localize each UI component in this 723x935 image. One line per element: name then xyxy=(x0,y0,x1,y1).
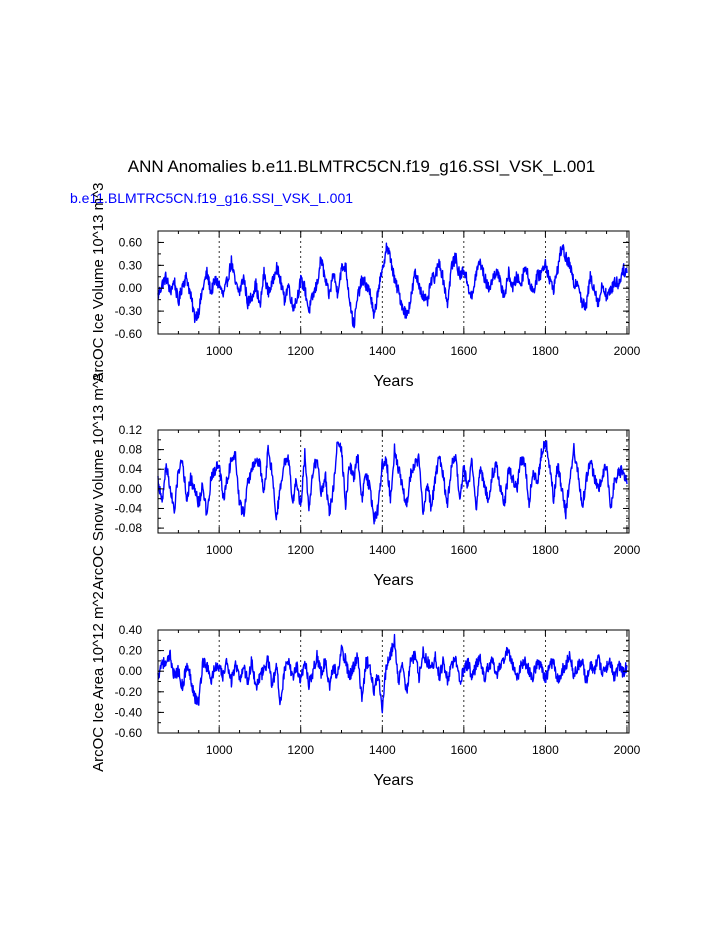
x-tick-label-1000: 1000 xyxy=(206,344,233,358)
x-tick-label-2000: 2000 xyxy=(614,743,641,757)
x-tick-label-1800: 1800 xyxy=(532,344,559,358)
x-tick-label-1000: 1000 xyxy=(206,743,233,757)
x-tick-label-2000: 2000 xyxy=(614,543,641,557)
x-tick-label-1600: 1600 xyxy=(450,743,477,757)
y-axis-label-1: ArcOC Ice Volume 10^13 m^3 xyxy=(90,183,107,383)
x-tick-label-1400: 1400 xyxy=(369,743,396,757)
x-tick-label-1000: 1000 xyxy=(206,543,233,557)
x-tick-label-1600: 1600 xyxy=(450,344,477,358)
x-axis-label-3: Years xyxy=(373,772,413,789)
series-line-2 xyxy=(157,440,628,525)
x-tick-label-1200: 1200 xyxy=(287,543,314,557)
plot-frame-2 xyxy=(157,429,630,534)
plot-frame-1 xyxy=(157,230,630,335)
y-tick-label: 0.40 xyxy=(119,623,143,637)
x-tick-label-1400: 1400 xyxy=(369,543,396,557)
x-tick-label-1800: 1800 xyxy=(532,543,559,557)
y-tick-label: 0.04 xyxy=(119,462,143,476)
x-tick-label-1200: 1200 xyxy=(287,743,314,757)
x-axis-label-1: Years xyxy=(373,373,413,390)
y-tick-label: 0.60 xyxy=(119,235,143,249)
figure-subtitle: b.e11.BLMTRC5CN.f19_g16.SSI_VSK_L.001 xyxy=(70,190,354,206)
y-tick-label: 0.30 xyxy=(119,258,143,272)
y-tick-label: 0.12 xyxy=(119,423,143,437)
x-tick-label-1400: 1400 xyxy=(369,344,396,358)
x-axis-label-2: Years xyxy=(373,572,413,589)
y-tick-label: 0.08 xyxy=(119,443,143,457)
y-axis-label-2: ArcOC Snow Volume 10^13 m^3 xyxy=(90,373,107,591)
y-tick-label: -0.60 xyxy=(115,327,143,341)
series-line-3 xyxy=(157,633,628,714)
y-tick-label: -0.04 xyxy=(115,501,143,515)
y-tick-label: -0.30 xyxy=(115,304,143,318)
y-tick-label: -0.60 xyxy=(115,726,143,740)
x-tick-label-1200: 1200 xyxy=(287,344,314,358)
y-tick-label: -0.08 xyxy=(115,521,143,535)
y-tick-label: 0.00 xyxy=(119,482,143,496)
y-tick-label: 0.00 xyxy=(119,281,143,295)
x-tick-label-2000: 2000 xyxy=(614,344,641,358)
series-line-1 xyxy=(157,242,628,329)
y-tick-label: -0.40 xyxy=(115,705,143,719)
y-tick-label: 0.00 xyxy=(119,664,143,678)
x-tick-label-1600: 1600 xyxy=(450,543,477,557)
y-tick-label: 0.20 xyxy=(119,644,143,658)
y-tick-label: -0.20 xyxy=(115,685,143,699)
y-axis-label-3: ArcOC Ice Area 10^12 m^2 xyxy=(90,591,107,772)
x-tick-label-1800: 1800 xyxy=(532,743,559,757)
figure-title: ANN Anomalies b.e11.BLMTRC5CN.f19_g16.SS… xyxy=(127,157,596,176)
